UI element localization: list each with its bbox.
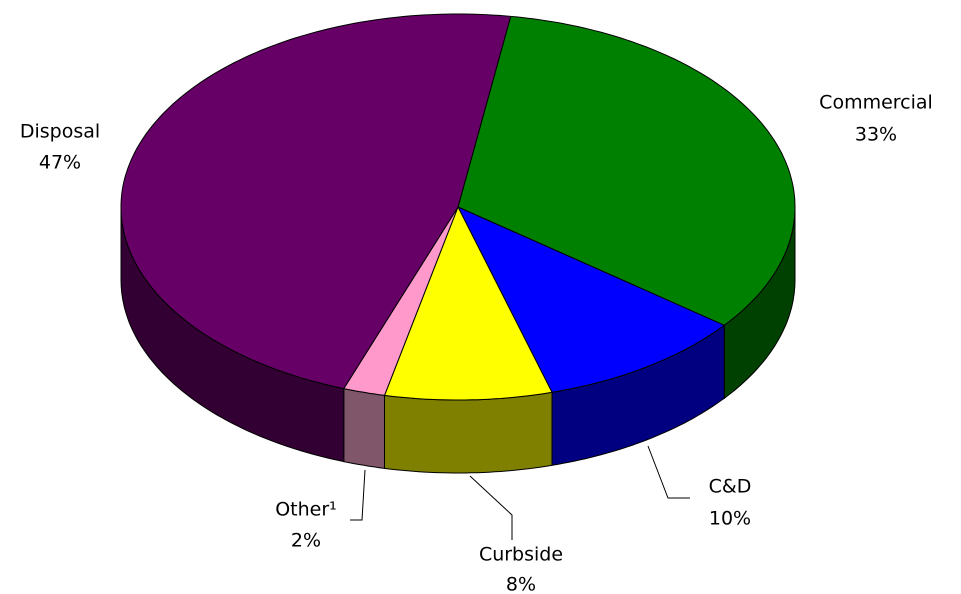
slice-value-label: 33% [855,124,897,146]
slice-side [343,387,385,469]
slice-value-label: 8% [506,574,536,594]
leader-line [469,475,513,540]
slice [342,206,459,396]
slice-value-label: 2% [291,530,321,552]
slice-label: Other¹ [275,499,337,521]
slice-label: Commercial [819,92,933,114]
slice [120,13,512,390]
slice [383,205,553,401]
slice-value-label: 10% [709,508,751,530]
slice-label: Disposal [20,121,100,143]
slice [456,205,726,393]
slice-side [384,391,553,474]
slice-value-label: 47% [39,152,81,174]
slice [457,15,796,326]
slice-label: C&D [709,476,752,498]
slice-label: Curbside [479,544,563,566]
leader-line [647,445,690,499]
leader-line [350,469,366,521]
